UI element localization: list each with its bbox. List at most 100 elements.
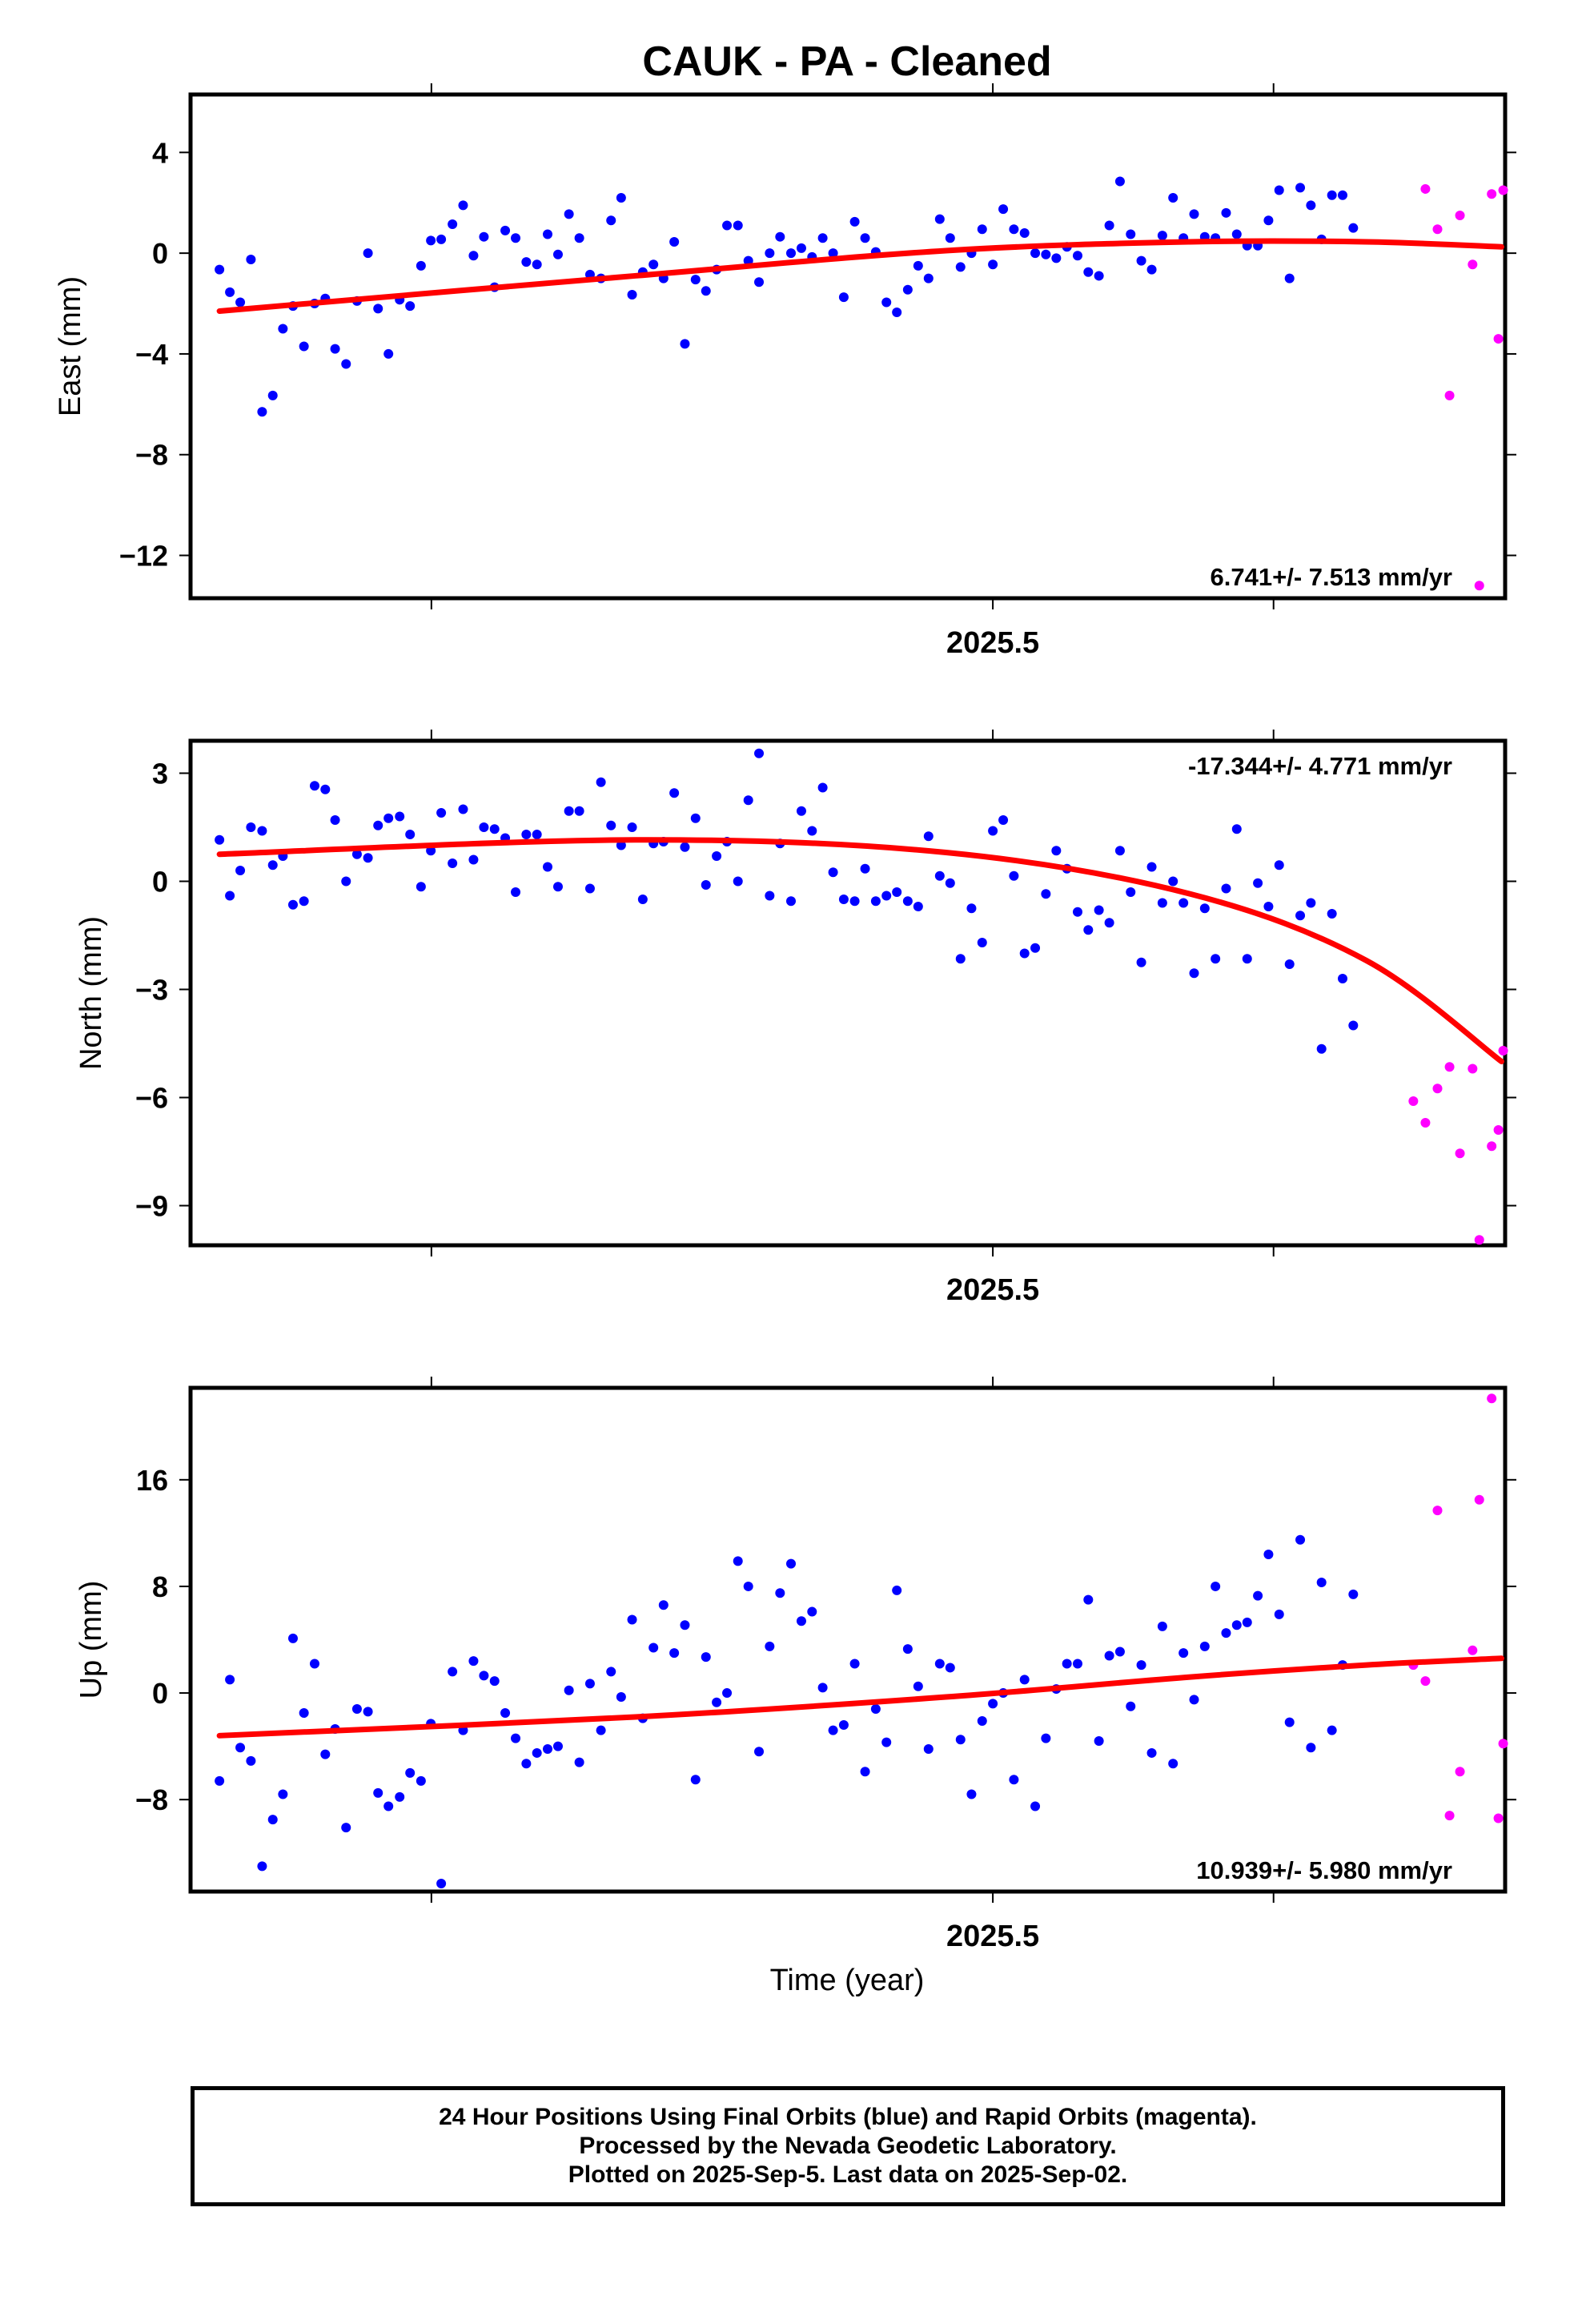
north-rapid-point <box>1468 1063 1478 1074</box>
chart-title: CAUK - PA - Cleaned <box>642 38 1051 85</box>
east-rapid-point <box>1498 185 1508 195</box>
east-final-point <box>754 277 765 287</box>
up-final-point <box>1253 1590 1263 1601</box>
up-rapid-point <box>1493 1813 1504 1823</box>
up-final-point <box>1211 1581 1221 1591</box>
north-final-point <box>902 896 913 907</box>
east-final-point <box>564 209 574 219</box>
east-final-point <box>235 297 246 308</box>
up-final-point <box>934 1659 945 1669</box>
up-final-point <box>881 1737 892 1747</box>
east-rapid-point <box>1474 581 1484 591</box>
east-final-point <box>1136 255 1146 266</box>
north-final-point <box>680 842 690 852</box>
north-final-point <box>785 896 796 907</box>
east-final-point <box>838 292 849 303</box>
north-final-point <box>733 876 743 887</box>
east-rapid-point <box>1468 259 1478 270</box>
north-final-point <box>489 824 500 834</box>
up-final-point <box>1274 1609 1284 1619</box>
north-x-tick-label: 2025.5 <box>946 1273 1039 1307</box>
north-final-point <box>330 815 340 825</box>
up-y-tick-label: 0 <box>152 1677 168 1710</box>
north-final-point <box>574 806 584 816</box>
north-final-point <box>637 895 648 904</box>
up-final-point <box>765 1641 775 1651</box>
east-final-point <box>923 273 934 283</box>
up-final-point <box>1062 1659 1072 1669</box>
up-final-point <box>1178 1648 1189 1659</box>
north-y-tick-label: −9 <box>135 1190 168 1223</box>
east-final-point <box>616 192 626 203</box>
east-final-point <box>606 215 616 226</box>
up-final-point <box>521 1759 532 1769</box>
east-panel: 4 0 −4 −8 −12 2025.5 East (mm) 6.741+/- 7.513 m… <box>54 83 1516 660</box>
north-panel: 3 0 −3 −6 −9 2025.5 North (mm) -17.344+/- 4.771… <box>74 730 1516 1307</box>
up-final-point <box>1094 1735 1104 1746</box>
up-y-axis-label: Up (mm) <box>74 1581 108 1699</box>
east-final-point <box>479 231 489 242</box>
up-final-point <box>479 1671 489 1681</box>
north-final-point <box>1104 918 1114 928</box>
north-final-point <box>521 830 532 839</box>
east-final-point <box>458 200 468 211</box>
east-final-point <box>1189 209 1199 219</box>
up-final-point <box>1136 1660 1146 1671</box>
up-final-point <box>584 1679 595 1689</box>
up-rapid-point <box>1420 1676 1431 1687</box>
up-final-point <box>817 1683 828 1693</box>
east-final-point <box>468 251 479 261</box>
up-final-point <box>838 1719 849 1730</box>
east-final-point <box>775 231 785 242</box>
north-final-point <box>215 834 225 845</box>
up-final-point <box>712 1697 722 1707</box>
up-final-point <box>1189 1695 1199 1705</box>
up-final-point <box>373 1787 383 1798</box>
north-final-point <box>458 804 468 814</box>
north-final-point <box>1295 911 1306 921</box>
footer-line-3: Plotted on 2025-Sep-5. Last data on 2025… <box>568 2161 1128 2188</box>
north-final-point <box>1263 902 1274 911</box>
up-final-point <box>860 1767 870 1777</box>
east-y-tick-label: −4 <box>135 338 168 371</box>
east-final-point <box>669 236 680 247</box>
east-final-point <box>363 248 373 259</box>
up-final-point <box>680 1620 690 1630</box>
north-y-tick-label: −3 <box>135 974 168 1007</box>
east-y-tick-label: −8 <box>135 439 168 472</box>
north-final-point <box>828 867 838 878</box>
east-final-point <box>913 260 923 271</box>
east-final-point <box>977 224 987 235</box>
east-final-point <box>1157 231 1167 241</box>
east-rapid-point <box>1493 334 1504 344</box>
up-final-point <box>543 1743 553 1754</box>
up-final-point <box>1306 1743 1316 1753</box>
north-final-point <box>225 891 235 901</box>
north-final-point <box>299 896 309 907</box>
east-rapid-point <box>1420 183 1431 194</box>
east-final-point <box>416 260 426 271</box>
east-final-point <box>1337 190 1347 200</box>
east-final-point <box>405 301 416 312</box>
east-final-point <box>383 348 394 359</box>
north-final-point <box>1019 948 1030 959</box>
east-y-axis-label: East (mm) <box>54 276 87 416</box>
east-final-point <box>1221 207 1231 218</box>
north-final-point <box>754 748 765 758</box>
east-final-point <box>299 341 309 352</box>
north-final-point <box>395 811 405 822</box>
north-final-point <box>1157 898 1167 908</box>
east-final-point <box>1019 227 1030 238</box>
east-final-point <box>902 284 913 295</box>
north-rapid-point <box>1420 1118 1431 1128</box>
up-final-point <box>287 1633 298 1643</box>
up-plot-frame <box>188 1385 1508 1894</box>
north-y-tick-label: −6 <box>135 1082 168 1115</box>
north-final-point <box>1178 898 1189 908</box>
north-final-point <box>596 777 606 787</box>
up-final-point <box>913 1681 923 1691</box>
north-final-point <box>892 887 902 897</box>
east-final-point <box>373 304 383 314</box>
north-y-tick-label: 0 <box>152 866 168 899</box>
up-final-point <box>309 1659 319 1669</box>
